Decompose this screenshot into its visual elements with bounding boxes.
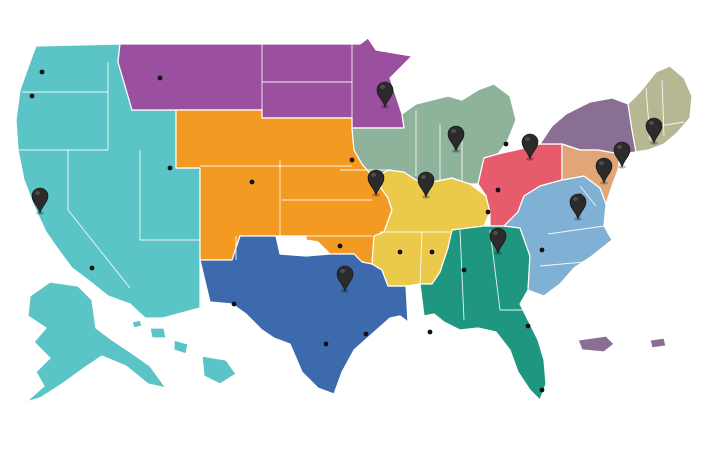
city-dot-icon[interactable] [167, 165, 173, 171]
region-puerto-rico[interactable] [577, 335, 615, 353]
city-dot-icon[interactable] [495, 187, 501, 193]
city-dot-icon[interactable] [539, 387, 545, 393]
city-dot-icon[interactable] [323, 341, 329, 347]
city-dot-icon[interactable] [539, 247, 545, 253]
city-dot-icon[interactable] [429, 249, 435, 255]
city-dot-icon[interactable] [89, 265, 95, 271]
map-pin-icon[interactable] [595, 157, 613, 185]
map-pins [31, 81, 663, 293]
map-pin-icon[interactable] [521, 133, 539, 161]
city-dot-icon[interactable] [231, 301, 237, 307]
city-dot-icon[interactable] [349, 157, 355, 163]
region-pacific-west-hawaii-2[interactable] [149, 327, 167, 339]
map-pin-icon[interactable] [447, 125, 465, 153]
map-pin-icon[interactable] [569, 193, 587, 221]
state-boundaries [18, 44, 685, 321]
map-pin-icon[interactable] [417, 171, 435, 199]
city-dot-icon[interactable] [337, 243, 343, 249]
region-pacific-west-alaska[interactable] [25, 281, 167, 403]
city-dot-icon[interactable] [503, 141, 509, 147]
region-new-england[interactable] [627, 65, 693, 153]
map-pin-icon[interactable] [613, 141, 631, 169]
map-pin-icon[interactable] [645, 117, 663, 145]
region-pacific-west-hawaii-4[interactable] [201, 355, 237, 385]
city-dot-icon[interactable] [157, 75, 163, 81]
city-dot-icon[interactable] [249, 179, 255, 185]
map-pin-icon[interactable] [336, 265, 354, 293]
region-pacific-west-hawaii-1[interactable] [131, 319, 143, 329]
city-dot-icon[interactable] [461, 267, 467, 273]
city-dot-icon[interactable] [29, 93, 35, 99]
region-pacific-west-hawaii-3[interactable] [173, 339, 189, 355]
map-pin-icon[interactable] [367, 169, 385, 197]
city-dot-icon[interactable] [397, 249, 403, 255]
map-pin-icon[interactable] [376, 81, 394, 109]
city-dot-icon[interactable] [427, 329, 433, 335]
city-dot-icon[interactable] [39, 69, 45, 75]
city-dot-icon[interactable] [485, 209, 491, 215]
map-pin-icon[interactable] [489, 227, 507, 255]
city-dot-icon[interactable] [363, 331, 369, 337]
city-dot-icon[interactable] [525, 323, 531, 329]
region-virgin-islands[interactable] [649, 337, 667, 349]
map-pin-icon[interactable] [31, 187, 49, 215]
region-south-central[interactable] [199, 235, 409, 395]
